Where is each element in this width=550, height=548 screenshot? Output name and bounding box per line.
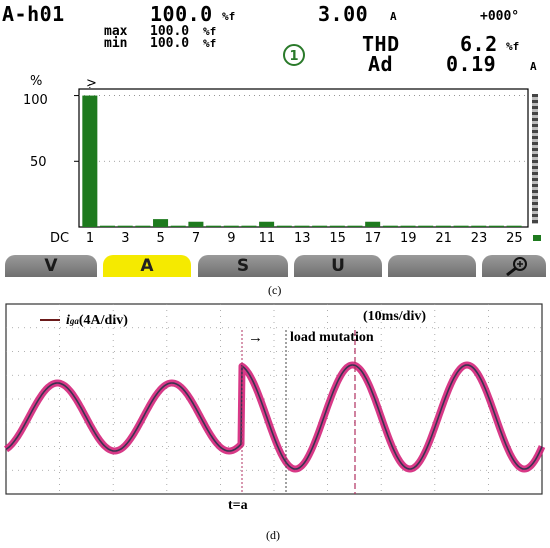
- bar-h20: [418, 225, 434, 227]
- x-tick-23: 23: [470, 231, 488, 246]
- caption-c: (c): [268, 283, 282, 297]
- legend-swatch: [40, 318, 60, 321]
- current-unit: A: [390, 10, 397, 23]
- x-tick-5: 5: [156, 231, 165, 246]
- page-indicator: [533, 235, 541, 241]
- bar-h4: [135, 225, 151, 227]
- zoom-key[interactable]: [482, 255, 546, 277]
- bar-h17: [365, 221, 381, 227]
- x-tick-25: 25: [506, 231, 523, 246]
- u-key[interactable]: U: [294, 255, 382, 277]
- max-value: 100.0: [150, 24, 190, 39]
- event-arrow: →: [248, 330, 263, 346]
- legend-scale: (4A/div): [78, 313, 128, 328]
- bar-h14: [312, 225, 328, 227]
- legend-symbol: i: [66, 313, 70, 328]
- bar-h12: [276, 225, 292, 227]
- x-tick-1: 1: [85, 231, 95, 246]
- blank-key[interactable]: [388, 255, 476, 277]
- min-label: min: [104, 36, 128, 51]
- y-axis-unit: %: [30, 74, 43, 89]
- bar-h7: [188, 221, 204, 227]
- scroll-indicator[interactable]: [532, 94, 538, 224]
- y-tick-50: 50: [30, 155, 47, 170]
- thd-value: 6.2: [460, 32, 498, 56]
- bar-h22: [453, 225, 469, 227]
- bar-h2: [100, 225, 116, 227]
- legend-subscript: ga: [69, 316, 79, 326]
- caption-d: (d): [266, 528, 280, 542]
- phase-value: +000°: [480, 9, 520, 24]
- legend: iga(4A/div): [40, 309, 128, 329]
- bar-h5: [153, 219, 169, 227]
- ad-label: Ad: [368, 52, 394, 76]
- thd-unit: %f: [506, 40, 520, 53]
- voltage-key[interactable]: V: [5, 255, 97, 277]
- x-tick-9: 9: [227, 231, 236, 246]
- cursor-marker: >: [86, 76, 97, 91]
- thd-label: THD: [362, 32, 400, 56]
- x-tick-7: 7: [191, 231, 201, 246]
- bar-h3: [117, 225, 133, 227]
- x-tick-dc: DC: [50, 231, 70, 246]
- bar-h24: [488, 225, 504, 227]
- bar-h9: [223, 225, 239, 227]
- x-tick-21: 21: [435, 231, 452, 246]
- bar-h16: [347, 225, 363, 227]
- zoom-icon: [506, 257, 527, 277]
- ad-unit: A: [530, 60, 537, 73]
- spectrum-plot: [74, 84, 529, 228]
- t-label: t=a: [228, 498, 248, 513]
- y-tick-100: 100: [23, 93, 48, 108]
- ad-value: 0.19: [446, 52, 497, 76]
- bar-h1: [82, 95, 98, 227]
- bar-h18: [382, 225, 398, 227]
- percent-unit: %f: [222, 10, 236, 23]
- bar-h19: [400, 225, 416, 227]
- bar-h10: [241, 225, 257, 227]
- bar-h23: [471, 225, 487, 227]
- bar-h8: [206, 225, 222, 227]
- time-scale: (10ms/div): [363, 309, 426, 324]
- x-tick-13: 13: [293, 231, 311, 246]
- max-label: max: [104, 24, 128, 39]
- bar-h6: [170, 225, 186, 227]
- current-key[interactable]: A: [103, 255, 191, 277]
- min-unit: %f: [203, 37, 217, 50]
- bar-h13: [294, 225, 310, 227]
- power-key[interactable]: S: [198, 255, 288, 277]
- x-tick-19: 19: [400, 231, 417, 246]
- event-label: load mutation: [290, 330, 374, 345]
- max-unit: %f: [203, 25, 217, 38]
- min-value: 100.0: [150, 36, 190, 51]
- current-waveform: [5, 364, 543, 470]
- bar-h25: [506, 225, 522, 227]
- bar-h15: [329, 225, 345, 227]
- channel-label: A-h01: [2, 2, 65, 26]
- x-tick-15: 15: [329, 231, 346, 246]
- bar-h11: [259, 221, 275, 227]
- x-tick-11: 11: [258, 231, 276, 246]
- x-tick-3: 3: [121, 231, 130, 246]
- x-tick-17: 17: [364, 231, 382, 246]
- plot-frame: [78, 88, 529, 228]
- current-value: 3.00: [318, 2, 369, 26]
- bar-h21: [435, 225, 451, 227]
- percent-value: 100.0: [150, 2, 213, 26]
- mode-badge: 1: [283, 44, 305, 66]
- scope-frame: [5, 303, 543, 495]
